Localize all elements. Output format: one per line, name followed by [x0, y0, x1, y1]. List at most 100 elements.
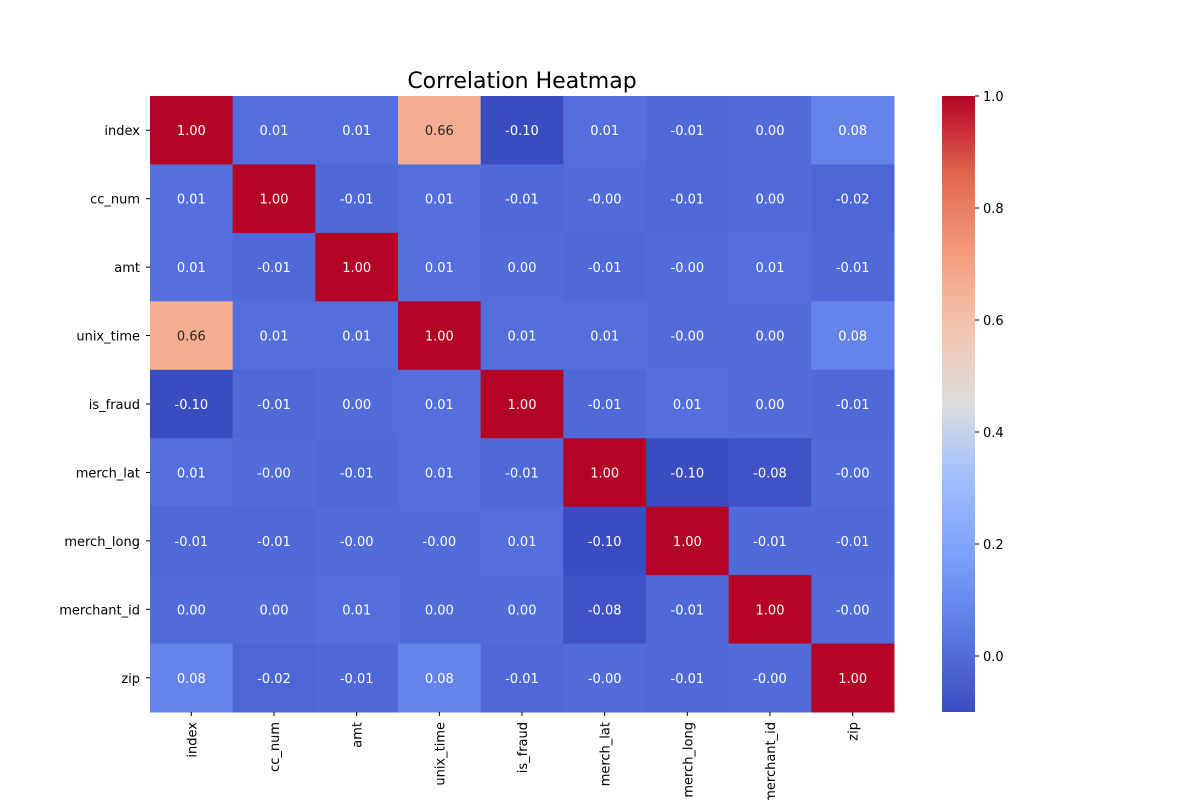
heatmap-cell-value: 0.08: [838, 330, 867, 345]
heatmap-cell-value: 0.00: [756, 124, 785, 139]
heatmap-cell-value: -0.01: [257, 398, 291, 413]
heatmap-cell-value: -0.01: [753, 535, 787, 550]
heatmap-cell: [398, 438, 482, 508]
heatmap-cell-value: 0.01: [590, 330, 619, 345]
colorbar-tick-label: 0.0: [983, 650, 1004, 665]
heatmap-cell-value: 0.00: [425, 603, 454, 618]
heatmap-cell-value: 1.00: [673, 535, 702, 550]
heatmap-cell: [728, 96, 812, 165]
heatmap-cell-value: 0.01: [342, 124, 371, 139]
heatmap-cell: [646, 575, 730, 645]
heatmap-cell-value: 0.00: [756, 398, 785, 413]
heatmap-cell: [563, 164, 647, 234]
heatmap-cell-value: -0.00: [588, 193, 622, 208]
heatmap-cell: [150, 575, 234, 645]
heatmap-grid: 1.00 0.01 0.01 0.66 -0.10 0.01 -0.01 0.00 0.08 0.…: [150, 96, 895, 713]
heatmap-cell-value: 0.08: [425, 672, 454, 687]
heatmap-cell-value: -0.01: [505, 193, 539, 208]
heatmap-cell-value: 0.01: [673, 398, 702, 413]
heatmap-cell: [232, 506, 316, 576]
heatmap-cell: [480, 164, 564, 234]
x-axis-tick-labels: index cc_num amt unix_time is_fraud merch_lat…: [185, 712, 862, 800]
heatmap-cell-value: 0.01: [342, 330, 371, 345]
heatmap-cell-value: 0.01: [342, 603, 371, 618]
heatmap-cell-value: 0.01: [177, 466, 206, 481]
heatmap-cell: [646, 369, 730, 439]
heatmap-cell: [811, 643, 895, 713]
heatmap-cell: [563, 575, 647, 645]
heatmap-cell-value: 0.08: [838, 124, 867, 139]
x-tick-label: merch_long: [681, 722, 696, 798]
x-tick-label: is_fraud: [516, 722, 531, 773]
y-tick-label: merch_long: [64, 535, 140, 550]
heatmap-cell-value: 0.01: [260, 330, 289, 345]
heatmap-cell-value: 0.01: [177, 193, 206, 208]
heatmap-cell: [150, 301, 234, 371]
heatmap-cell: [480, 232, 564, 302]
colorbar: 0.0 0.2 0.4 0.6 0.8 1.0: [942, 90, 1004, 712]
heatmap-cell: [232, 232, 316, 302]
heatmap-cell: [315, 438, 399, 508]
heatmap-cell-value: -0.01: [671, 603, 705, 618]
heatmap-cell-value: 0.01: [425, 466, 454, 481]
heatmap-cell: [646, 438, 730, 508]
heatmap-cell: [811, 438, 895, 508]
y-tick-label: amt: [114, 261, 140, 276]
heatmap-cell: [398, 164, 482, 234]
heatmap-cell-value: -0.01: [340, 672, 374, 687]
heatmap-cell: [646, 506, 730, 576]
heatmap-cell: [728, 232, 812, 302]
heatmap-cell-value: 1.00: [838, 672, 867, 687]
heatmap-cell: [398, 575, 482, 645]
heatmap-cell-value: -0.01: [836, 398, 870, 413]
heatmap-cell: [315, 506, 399, 576]
heatmap-cell: [646, 232, 730, 302]
colorbar-tick-label: 0.2: [983, 538, 1004, 553]
heatmap-cell: [480, 301, 564, 371]
heatmap-cell-value: 1.00: [177, 124, 206, 139]
heatmap-cell-value: 0.01: [590, 124, 619, 139]
heatmap-cell: [398, 232, 482, 302]
heatmap-cell-value: -0.10: [671, 466, 705, 481]
heatmap-cell-value: -0.00: [671, 330, 705, 345]
heatmap-cell-value: -0.01: [588, 398, 622, 413]
heatmap-cell-value: 0.01: [508, 535, 537, 550]
heatmap-cell: [811, 506, 895, 576]
x-tick-label: amt: [351, 722, 366, 748]
heatmap-cell: [563, 643, 647, 713]
heatmap-cell-value: -0.02: [836, 193, 870, 208]
heatmap-cell: [232, 369, 316, 439]
heatmap-cell: [232, 438, 316, 508]
heatmap-cell-value: 0.08: [177, 672, 206, 687]
heatmap-cell-value: 1.00: [260, 193, 289, 208]
heatmap-cell: [315, 369, 399, 439]
heatmap-cell: [811, 369, 895, 439]
heatmap-cell: [646, 164, 730, 234]
heatmap-cell: [480, 96, 564, 165]
heatmap-cell: [315, 164, 399, 234]
heatmap-cell: [232, 301, 316, 371]
colorbar-tick-label: 0.8: [983, 202, 1004, 217]
heatmap-cell-value: 0.01: [425, 193, 454, 208]
heatmap-cell: [480, 575, 564, 645]
heatmap-cell-value: 0.01: [425, 261, 454, 276]
heatmap-cell-value: 0.01: [425, 398, 454, 413]
heatmap-cell-value: -0.01: [257, 535, 291, 550]
heatmap-cell: [563, 232, 647, 302]
heatmap-cell-value: -0.01: [836, 261, 870, 276]
x-tick-label: merch_lat: [599, 722, 614, 786]
heatmap-cell-value: -0.01: [257, 261, 291, 276]
y-tick-label: unix_time: [76, 330, 140, 345]
heatmap-cell-value: -0.08: [753, 466, 787, 481]
y-tick-label: cc_num: [90, 193, 140, 208]
heatmap-cell: [150, 438, 234, 508]
x-tick-label: merchant_id: [764, 722, 779, 800]
heatmap-cell-value: -0.00: [753, 672, 787, 687]
heatmap-cell: [563, 438, 647, 508]
heatmap-cell: [563, 96, 647, 165]
heatmap-cell-value: 1.00: [342, 261, 371, 276]
heatmap-cell: [232, 164, 316, 234]
heatmap-cell-value: 0.00: [508, 603, 537, 618]
